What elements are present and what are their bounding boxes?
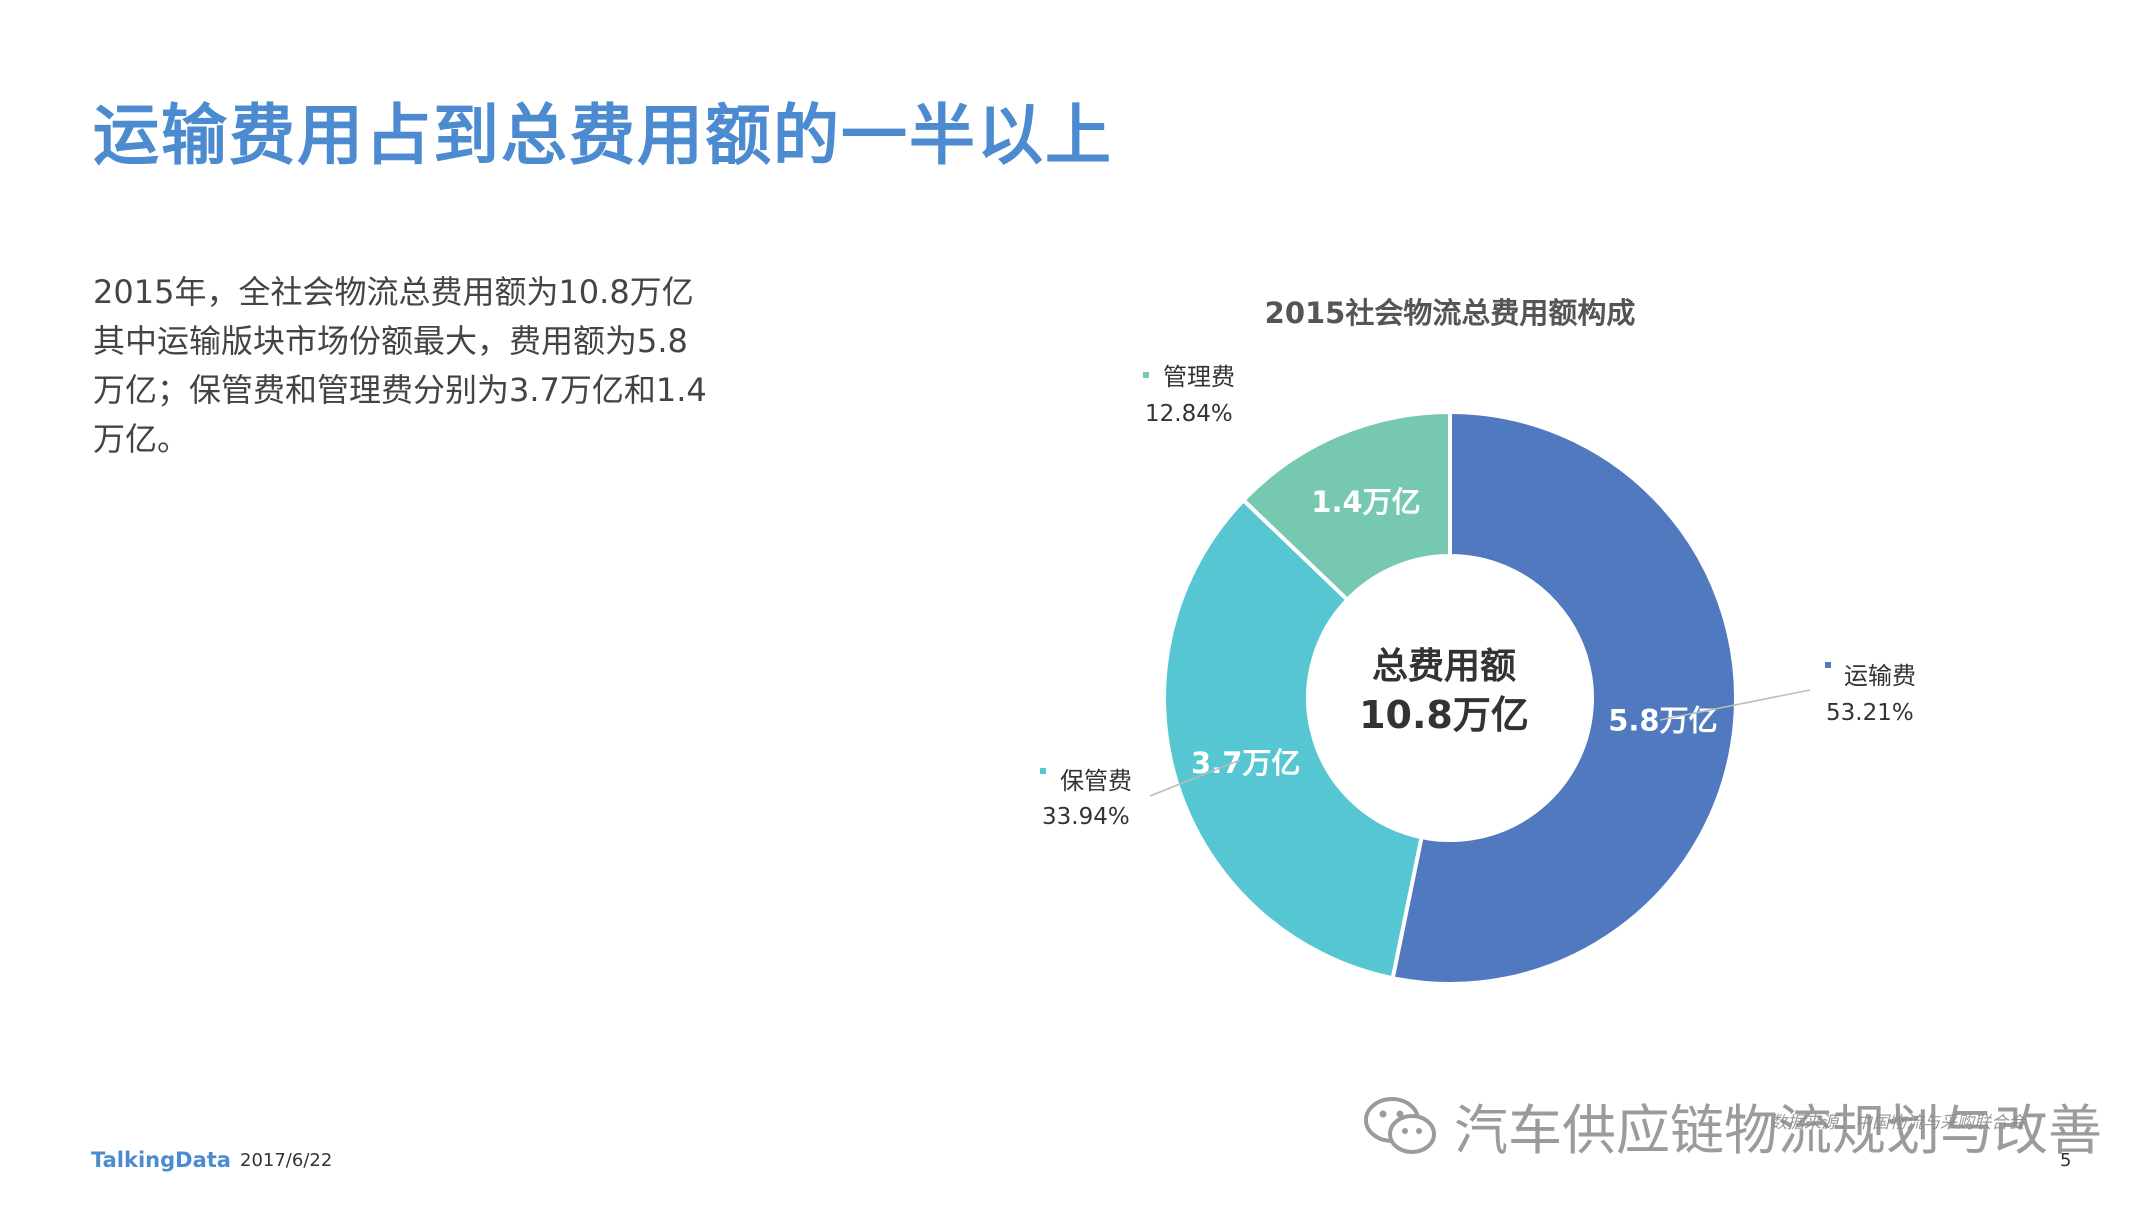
summary-line-4: 万亿。: [93, 420, 190, 458]
slice-value-label-0: 5.8万亿: [1608, 704, 1717, 738]
slice-1: [1162, 497, 1424, 981]
legend-name-1: 保管费: [1060, 767, 1132, 795]
donut-slices: 5.8万亿 3.7万亿 1.4万亿: [1162, 409, 1738, 986]
legend-name-0: 运输费: [1844, 662, 1916, 690]
footer-date: 2017/6/22: [240, 1150, 333, 1171]
slice-2: [1240, 409, 1452, 603]
summary-paragraph: 2015年，全社会物流总费用额为10.8万亿 其中运输版块市场份额最大，费用额为…: [93, 268, 763, 464]
leader-line-1: [1149, 759, 1241, 797]
legend-percent-0: 53.21%: [1826, 700, 1914, 726]
legend-marker-1: [1040, 768, 1046, 774]
page-title: 运输费用占到总费用额的一半以上: [93, 97, 1113, 174]
legend-marker-2: [1143, 372, 1149, 378]
watermark-text: 汽车供应链物流规划与改善: [1454, 1098, 2102, 1162]
legend-percent-2: 12.84%: [1145, 401, 1233, 427]
legend-marker-0: [1825, 662, 1831, 668]
wechat-icon: [1364, 1097, 1436, 1154]
talkingdata-logo: TalkingData: [91, 1148, 231, 1172]
summary-line-1: 2015年，全社会物流总费用额为10.8万亿: [93, 273, 694, 311]
slice-value-label-2: 1.4万亿: [1311, 485, 1420, 519]
watermark: 汽车供应链物流规划与改善: [1360, 1085, 2102, 1165]
source-note: 数据来源：中国物流与采购联合会: [1770, 1113, 2025, 1133]
slice-value-label-1: 3.7万亿: [1191, 746, 1300, 780]
page-number: 5: [2060, 1150, 2072, 1171]
summary-line-3: 万亿；保管费和管理费分别为3.7万亿和1.4: [93, 371, 707, 409]
slice-0: [1390, 409, 1738, 986]
leader-line-0: [1659, 689, 1811, 721]
legend-name-2: 管理费: [1163, 363, 1235, 391]
legend-percent-1: 33.94%: [1042, 804, 1130, 830]
center-label-line2: 10.8万亿: [1359, 693, 1529, 737]
chart-title: 2015社会物流总费用额构成: [1264, 296, 1636, 330]
donut-labels: 运输费 53.21% 保管费 33.94% 管理费 12.84%: [1040, 363, 1916, 830]
summary-line-2: 其中运输版块市场份额最大，费用额为5.8: [93, 322, 688, 360]
center-label-line1: 总费用额: [1372, 646, 1516, 687]
